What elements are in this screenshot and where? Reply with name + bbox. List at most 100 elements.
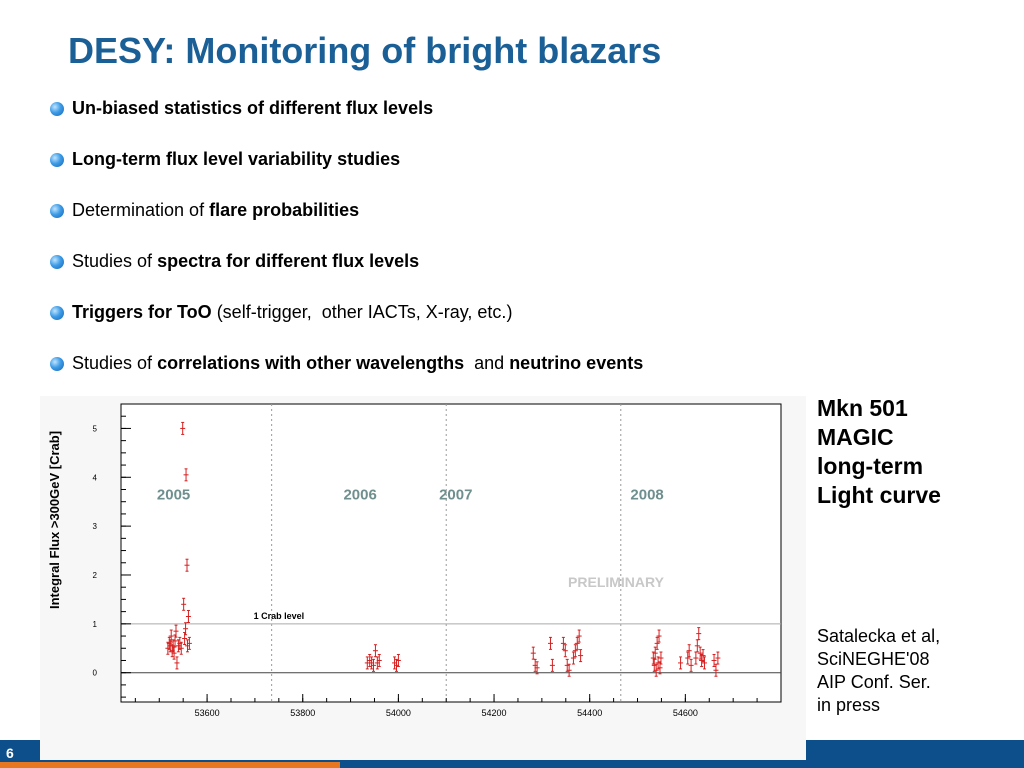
bullet-dot-icon — [50, 306, 64, 320]
bullet-text: Triggers for ToO (self-trigger, other IA… — [72, 302, 512, 323]
data-point — [711, 653, 717, 667]
bullet-item: Determination of flare probabilities — [50, 200, 643, 251]
bullet-text: Un-biased statistics of different flux l… — [72, 98, 433, 119]
data-point — [534, 661, 540, 675]
data-point — [700, 649, 706, 663]
footer-orange-stripe — [0, 762, 340, 768]
data-point — [715, 651, 721, 665]
data-point — [181, 597, 187, 611]
bullet-text-segment: spectra for different flux levels — [157, 251, 420, 271]
page-number: 6 — [6, 745, 14, 761]
data-point — [654, 636, 660, 650]
bullet-text-segment: and — [464, 353, 510, 373]
bullet-dot-icon — [50, 357, 64, 371]
bullet-dot-icon — [50, 204, 64, 218]
data-point — [173, 624, 179, 638]
bullet-dot-icon — [50, 255, 64, 269]
bullet-text-segment: Un-biased statistics of different flux l… — [72, 98, 434, 118]
data-point — [688, 658, 694, 672]
side-title: Mkn 501 MAGIC long-term Light curve — [817, 394, 1017, 510]
data-point — [560, 636, 566, 650]
data-point — [658, 651, 664, 665]
bullet-item: Triggers for ToO (self-trigger, other IA… — [50, 302, 643, 353]
bullet-item: Un-biased statistics of different flux l… — [50, 98, 643, 149]
data-point — [701, 656, 707, 670]
bullet-item: Long-term flux level variability studies — [50, 149, 643, 200]
data-point — [395, 653, 401, 667]
year-label: 2007 — [439, 486, 472, 503]
x-tick-label: 54200 — [482, 708, 507, 718]
data-point — [392, 656, 398, 670]
data-point — [566, 663, 572, 677]
bullet-text: Studies of spectra for different flux le… — [72, 251, 419, 272]
bullet-list: Un-biased statistics of different flux l… — [50, 98, 643, 404]
side-reference: Satalecka et al, SciNEGHE'08 AIP Conf. Ser… — [817, 625, 1017, 717]
bullet-text: Determination of flare probabilities — [72, 200, 359, 221]
bullet-text-segment: Determination of — [72, 200, 210, 220]
data-point — [653, 663, 659, 677]
data-point — [174, 656, 180, 670]
bullet-text: Long-term flux level variability studies — [72, 149, 400, 170]
data-point — [570, 651, 576, 665]
bullet-text-segment: flare probabilities — [209, 200, 360, 220]
data-point — [172, 634, 178, 648]
data-point — [186, 636, 192, 650]
data-point — [376, 653, 382, 667]
bullet-text-segment: Studies of — [72, 353, 158, 373]
bullet-item: Studies of spectra for different flux le… — [50, 251, 643, 302]
bullet-text-segment: Long-term flux level variability studies — [72, 149, 401, 169]
data-point — [696, 627, 702, 641]
x-tick-label: 53800 — [290, 708, 315, 718]
data-point — [393, 658, 399, 672]
side-line: Satalecka et al, — [817, 626, 941, 646]
data-point — [183, 622, 189, 636]
data-point — [185, 610, 191, 624]
side-line: MAGIC — [817, 424, 894, 450]
data-point — [572, 644, 578, 658]
x-tick-label: 53600 — [195, 708, 220, 718]
data-point — [574, 636, 580, 650]
y-tick-label: 4 — [93, 473, 98, 482]
side-line: in press — [817, 695, 881, 715]
data-point — [183, 468, 189, 482]
y-tick-label: 1 — [93, 620, 98, 629]
data-point — [686, 644, 692, 658]
bullet-dot-icon — [50, 102, 64, 116]
y-tick-label: 2 — [93, 571, 98, 580]
y-tick-label: 0 — [93, 669, 98, 678]
year-label: 2006 — [343, 486, 376, 503]
data-point — [165, 641, 171, 655]
data-point — [562, 644, 568, 658]
y-tick-label: 5 — [93, 424, 98, 433]
data-point — [184, 558, 190, 572]
data-point — [178, 641, 184, 655]
footer-chart-gap — [40, 740, 806, 760]
slide-title: DESY: Monitoring of bright blazars — [68, 30, 662, 71]
side-line: AIP Conf. Ser. — [817, 672, 931, 692]
data-point — [364, 656, 370, 670]
year-label: 2008 — [630, 486, 663, 503]
data-point — [578, 649, 584, 663]
bullet-dot-icon — [50, 153, 64, 167]
plot-area — [120, 403, 782, 703]
preliminary-watermark: PRELIMINARY — [568, 574, 665, 590]
bullet-text-segment: Triggers for ToO — [72, 302, 212, 322]
bullet-text: Studies of correlations with other wavel… — [72, 353, 643, 374]
data-point — [168, 629, 174, 643]
light-curve-chart: 1 Crab level 2005 2006 2007 2008 PRELIMINARY 5… — [40, 396, 806, 760]
side-line: long-term — [817, 453, 924, 479]
x-tick-label: 54600 — [673, 708, 698, 718]
x-tick-label: 54000 — [386, 708, 411, 718]
data-point — [184, 639, 190, 653]
data-point — [576, 629, 582, 643]
data-point — [652, 646, 658, 660]
x-tick-label: 54400 — [577, 708, 602, 718]
data-point — [547, 636, 553, 650]
side-line: SciNEGHE'08 — [817, 649, 930, 669]
bullet-text-segment: (self-trigger, other IACTs, X-ray, etc.) — [211, 302, 513, 322]
data-point — [180, 421, 186, 435]
data-point — [371, 658, 377, 672]
year-label: 2005 — [157, 486, 190, 503]
light-curve-svg: 1 Crab level 2005 2006 2007 2008 PRELIMINARY 5… — [47, 403, 786, 756]
side-line: Light curve — [817, 482, 941, 508]
